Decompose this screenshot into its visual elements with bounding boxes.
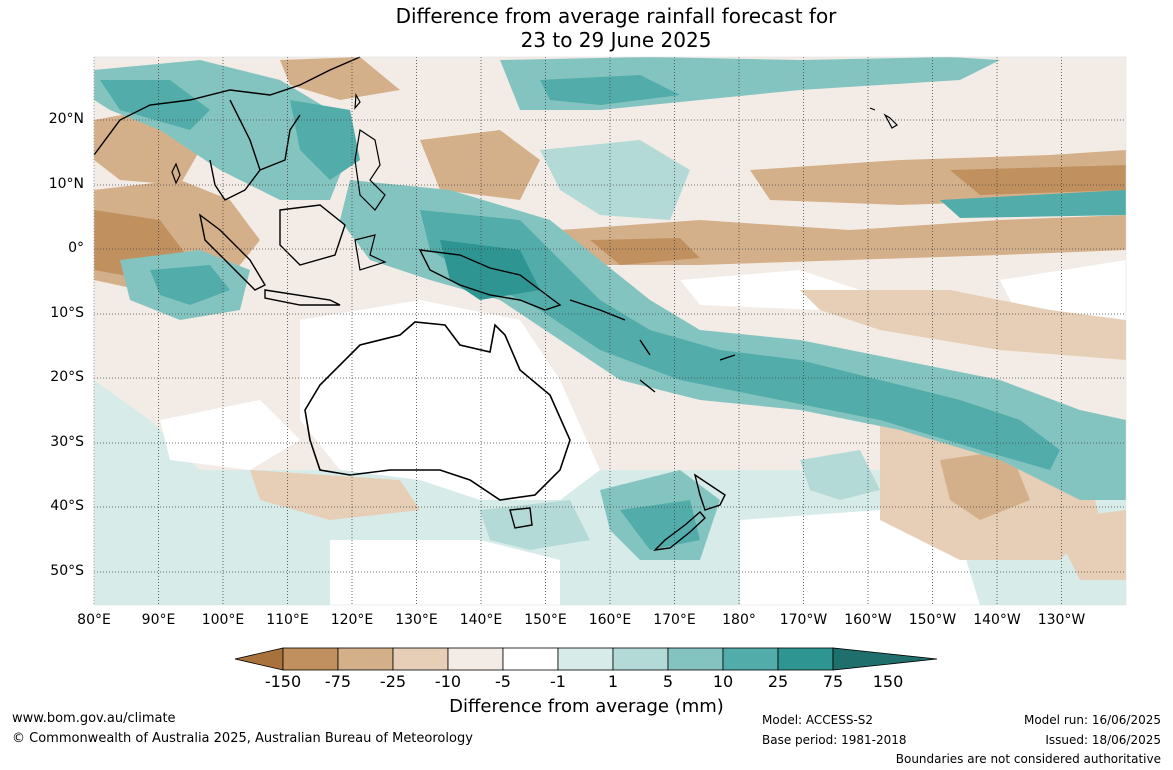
colorbar-extend-low	[234, 647, 284, 671]
latitude-label: 50°S	[50, 563, 84, 579]
longitude-label: 130°E	[395, 612, 438, 628]
colorbar-tick-label: -5	[495, 672, 511, 691]
longitude-label: 140°W	[973, 612, 1021, 628]
longitude-label: 150°W	[908, 612, 957, 628]
longitude-label: 160°E	[588, 612, 632, 628]
latitude-label: 30°S	[50, 434, 84, 450]
colorbar-swatch	[667, 647, 724, 671]
colorbar-swatches	[234, 647, 938, 671]
map-graticule	[93, 57, 1126, 605]
latitude-label: 0°	[68, 240, 84, 256]
sri-lanka-outline	[171, 162, 181, 185]
colorbar-tick-label: 150	[872, 672, 904, 691]
australia-outline	[304, 321, 571, 501]
colorbar-swatch	[282, 647, 339, 671]
philippines-outline	[354, 128, 386, 211]
colorbar-title: Difference from average (mm)	[449, 696, 724, 717]
longitude-label: 80°E	[77, 612, 111, 628]
taiwan-outline	[354, 93, 361, 110]
sulawesi-outline	[354, 234, 387, 271]
longitude-label: 170°E	[653, 612, 696, 628]
footer-base-period: Base period: 1981-2018	[762, 733, 907, 747]
java-outline	[264, 289, 341, 306]
longitude-label: 120°E	[330, 612, 374, 628]
title-line-2: 23 to 29 June 2025	[520, 28, 712, 52]
colorbar-swatch	[777, 647, 834, 671]
longitude-label: 180°	[722, 612, 756, 628]
colorbar-tick-label: -10	[434, 672, 462, 691]
colorbar-extend-high	[832, 647, 938, 671]
rainfall-map	[93, 56, 1127, 606]
nz-south-island-outline	[653, 511, 706, 551]
latitude-label: 10°N	[48, 176, 84, 192]
hawaii-outline	[869, 107, 898, 129]
latitude-label: 10°S	[50, 305, 84, 321]
latitude-label: 40°S	[50, 498, 84, 514]
colorbar-tick-label: -75	[324, 672, 352, 691]
nz-north-island-outline	[693, 473, 726, 511]
colorbar-swatch	[447, 647, 504, 671]
borneo-outline	[279, 204, 346, 266]
footer-model: Model: ACCESS-S2	[762, 713, 874, 727]
footer-model-run: Model run: 16/06/2025	[1023, 713, 1161, 727]
colorbar-tick-label: -1	[550, 672, 566, 691]
colorbar-swatch	[392, 647, 449, 671]
footer-disclaimer: Boundaries are not considered authoritat…	[895, 752, 1161, 766]
colorbar-swatch	[722, 647, 779, 671]
colorbar-tick-label: 5	[662, 672, 674, 691]
longitude-label: 140°E	[459, 612, 503, 628]
colorbar-swatch	[612, 647, 669, 671]
map-frame	[93, 56, 1127, 606]
new-guinea-outline	[418, 249, 562, 311]
colorbar-tick-label: 25	[767, 672, 789, 691]
longitude-label: 110°E	[266, 612, 309, 628]
colorbar-swatch	[337, 647, 394, 671]
footer-copyright: © Commonwealth of Australia 2025, Austra…	[12, 731, 473, 746]
tasmania-outline	[509, 507, 533, 529]
longitude-label: 100°E	[201, 612, 245, 628]
footer-website: www.bom.gov.au/climate	[12, 711, 176, 726]
longitude-label: 150°E	[524, 612, 567, 628]
footer-issued: Issued: 18/06/2025	[1045, 733, 1161, 747]
map-title: Difference from average rainfall forecas…	[0, 4, 1173, 52]
colorbar-tick-label: -150	[264, 672, 302, 691]
colorbar-swatch	[502, 647, 559, 671]
longitude-label: 170°W	[779, 612, 828, 628]
latitude-label: 20°N	[48, 111, 84, 127]
map-area: 20°N 10°N 0° 10°S 20°S 30°S 40°S 50°S 80°E 90°E 1…	[48, 56, 1127, 628]
longitude-label: 160°W	[844, 612, 892, 628]
sumatra-outline	[198, 213, 266, 291]
colorbar-tick-label: 10	[712, 672, 734, 691]
longitude-label: 130°W	[1037, 612, 1086, 628]
colorbar-tick-label: -25	[379, 672, 407, 691]
title-line-1: Difference from average rainfall forecas…	[395, 4, 837, 28]
pacific-islands-outline	[569, 299, 736, 393]
latitude-label: 20°S	[50, 369, 84, 385]
colorbar-tick-label: 75	[822, 672, 844, 691]
colorbar-swatch	[557, 647, 614, 671]
longitude-label: 90°E	[141, 612, 176, 628]
colorbar-tick-label: 1	[607, 672, 619, 691]
